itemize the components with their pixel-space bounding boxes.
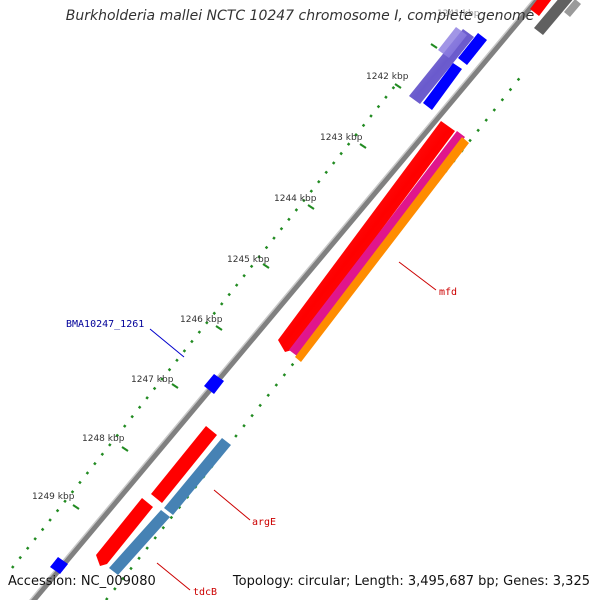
gloss-overlay xyxy=(409,29,474,104)
gene-arrow-mfd-cds[interactable] xyxy=(289,131,465,356)
leader-line-1261 xyxy=(149,328,185,358)
tick-mark xyxy=(121,446,129,452)
tick-mark xyxy=(262,263,270,269)
gene-arrow-blue-lower[interactable] xyxy=(50,557,68,574)
inner-strand-genes xyxy=(50,33,487,575)
tick-mark xyxy=(72,504,80,510)
leader-line-argE xyxy=(213,489,251,521)
tick-mark xyxy=(394,83,402,89)
gene-label-mfd[interactable]: mfd xyxy=(439,287,457,298)
tick-label: 1244 kbp xyxy=(274,194,317,204)
map-title: Burkholderia mallei NCTC 10247 chromosom… xyxy=(65,8,535,24)
tick-label: 1241 kbp xyxy=(437,9,480,19)
tick-mark xyxy=(359,143,367,149)
tick-mark xyxy=(215,325,223,331)
tick-mark xyxy=(307,204,315,210)
tick-label: 1242 kbp xyxy=(366,72,409,82)
topology-text: Topology: circular; Length: 3,495,687 bp… xyxy=(232,574,590,589)
backbone-highlight xyxy=(29,0,534,600)
accession-text: Accession: NC_009080 xyxy=(8,574,156,589)
gene-label-bma10247-1261[interactable]: BMA10247_1261 xyxy=(66,319,144,330)
gene-arrow-top-red[interactable] xyxy=(530,0,552,16)
tick-label: 1243 kbp xyxy=(320,133,363,143)
tick-label: 1246 kbp xyxy=(180,315,223,325)
chromosome-backbone xyxy=(30,0,541,600)
tick-label: 1247 kbp xyxy=(131,375,174,385)
gene-arrow-blue-top[interactable] xyxy=(458,33,487,65)
tick-mark xyxy=(171,383,179,389)
inner-dotted-ring xyxy=(11,81,399,569)
tick-mark xyxy=(430,43,438,49)
gene-arrow-argE[interactable] xyxy=(151,426,217,503)
gene-arrow-steelblue-argE[interactable] xyxy=(164,438,231,515)
gene-arrow-top-grey[interactable] xyxy=(534,0,575,35)
gene-label-argE[interactable]: argE xyxy=(252,517,276,528)
gene-arrow-blue-1242[interactable] xyxy=(423,63,462,110)
gene-arrow-top-grey-light[interactable] xyxy=(564,0,581,17)
gene-arrow-forward-lower[interactable] xyxy=(96,498,153,566)
gene-arrow-tdcB[interactable] xyxy=(109,510,170,575)
gene-arrow-blue-1261[interactable] xyxy=(204,374,224,394)
gene-label-tdcB[interactable]: tdcB xyxy=(193,587,217,598)
tick-label: 1245 kbp xyxy=(227,255,270,265)
gloss-overlay xyxy=(278,121,455,350)
tick-label: 1248 kbp xyxy=(82,434,125,444)
leader-line-mfd xyxy=(398,261,437,291)
tick-label: 1249 kbp xyxy=(32,492,75,502)
leader-line-tdcB xyxy=(156,562,191,591)
gene-arrow-mfd-rna[interactable] xyxy=(295,137,469,362)
